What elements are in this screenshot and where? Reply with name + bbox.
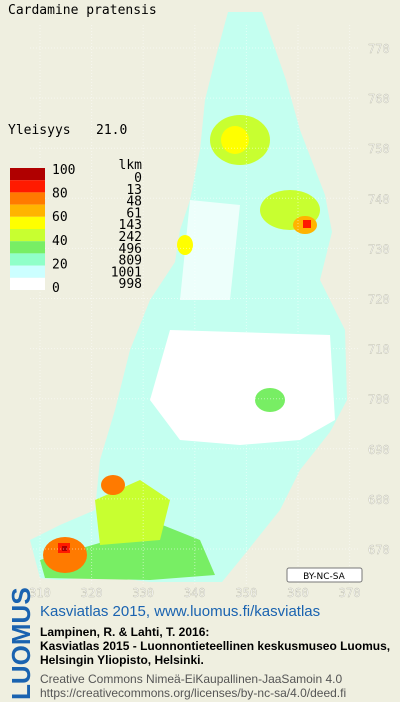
legend-scale-label: 80 (52, 187, 68, 202)
y-label: 700 (368, 393, 390, 407)
y-label: 740 (368, 192, 390, 206)
dense-area (40, 520, 215, 580)
legend-swatch (10, 277, 45, 290)
x-label: 360 (287, 586, 309, 600)
y-label: 760 (368, 92, 390, 106)
headline: Kasviatlas 2015, www.luomus.fi/kasviatla… (40, 603, 320, 620)
legend-count: 13 (126, 183, 142, 198)
map (30, 12, 347, 582)
legend-count: 242 (119, 230, 142, 245)
dense-area (221, 126, 249, 154)
legend-count: 496 (119, 242, 142, 257)
hot-spot (101, 475, 125, 495)
legend-swatch (10, 265, 45, 278)
x-label: 370 (339, 586, 361, 600)
citation: Kasviatlas 2015 - Luonnontieteellinen ke… (40, 639, 390, 653)
dense-area (255, 388, 285, 412)
legend-count: 0 (134, 171, 142, 186)
legend-scale-label: 60 (52, 210, 68, 225)
logo: LUOMUS (6, 587, 36, 700)
legend-count: 61 (126, 206, 142, 221)
x-label: 310 (29, 586, 51, 600)
y-label: 710 (368, 343, 390, 357)
legend-scale-label: 100 (52, 163, 75, 178)
dense-area (95, 480, 170, 545)
legend-swatch (10, 216, 45, 229)
hot-spot (43, 537, 87, 573)
legend-scale-label: 40 (52, 234, 68, 249)
hot-spot (62, 546, 67, 551)
legend-count: 998 (119, 277, 142, 292)
license-text: Creative Commons Nimeä-EiKaupallinen-Jaa… (40, 672, 342, 686)
frequency-label: Yleisyys (8, 123, 71, 138)
y-label: 690 (368, 443, 390, 457)
species-title: Cardamine pratensis (8, 3, 157, 18)
legend-swatch (10, 204, 45, 217)
license-badge-text: BY-NC-SA (303, 572, 346, 582)
citation: Lampinen, R. & Lahti, T. 2016: (40, 625, 209, 639)
legend-count: 809 (119, 254, 142, 269)
y-label: 680 (368, 493, 390, 507)
count-header: lkm (119, 158, 143, 173)
legend-count: 1001 (111, 265, 142, 280)
legend-count: 143 (119, 218, 142, 233)
x-label: 340 (184, 586, 206, 600)
legend-swatch (10, 180, 45, 193)
legend-swatch (10, 253, 45, 266)
legend-scale-label: 0 (52, 281, 60, 296)
legend-swatch (10, 168, 45, 181)
legend-swatch (10, 192, 45, 205)
y-label: 720 (368, 293, 390, 307)
legend-count: 48 (126, 195, 142, 210)
dense-area (177, 235, 193, 255)
y-label: 750 (368, 142, 390, 156)
x-label: 350 (236, 586, 258, 600)
y-label: 730 (368, 242, 390, 256)
legend-swatch (10, 229, 45, 242)
citation: Helsingin Yliopisto, Helsinki. (40, 653, 204, 667)
grid: 770 760 750 740 730 720 710 700 690 680 670 310 320 3… (29, 25, 390, 600)
sparse-area (150, 330, 335, 445)
license-url: https://creativecommons.org/licenses/by-… (40, 686, 346, 700)
hot-spot (303, 220, 311, 228)
license-badge (286, 567, 363, 583)
frequency-value: 21.0 (96, 123, 127, 138)
legend-scale-label: 20 (52, 257, 68, 272)
y-label: 770 (368, 42, 390, 56)
x-label: 320 (81, 586, 103, 600)
y-label: 670 (368, 543, 390, 557)
x-label: 330 (132, 586, 154, 600)
legend-swatch (10, 241, 45, 254)
